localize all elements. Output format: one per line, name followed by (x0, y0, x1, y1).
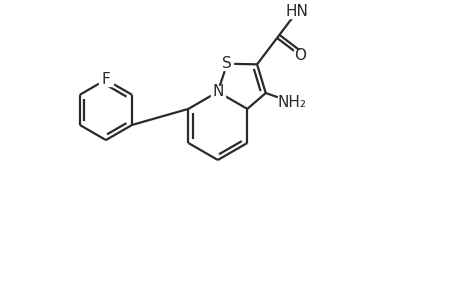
Bar (99, 74, 112, 86)
Bar (294, 50, 306, 62)
Text: F: F (101, 72, 110, 87)
Text: HN: HN (285, 4, 308, 19)
Text: N: N (212, 84, 223, 99)
Bar (278, 96, 306, 109)
Text: NH₂: NH₂ (277, 95, 306, 110)
Bar (284, 5, 308, 18)
Bar (211, 85, 224, 98)
Text: O: O (294, 48, 306, 63)
Text: S: S (222, 56, 231, 71)
Bar (220, 58, 233, 70)
